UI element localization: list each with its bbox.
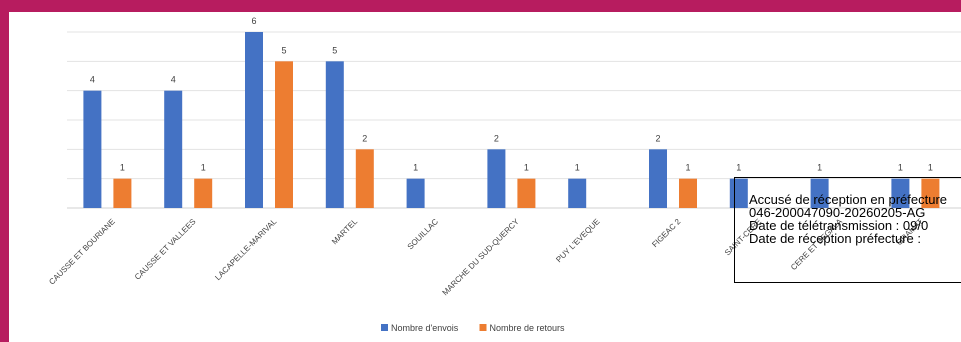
data-label: 1 — [898, 163, 903, 173]
chart-panel: 4 1 CAUSSE ET BOURIANE 4 1 CAUSSE ET VALLEES 6… — [9, 12, 961, 342]
bar — [164, 90, 183, 208]
legend-label: Nombre de retours — [490, 323, 566, 333]
reception-stamp: Accusé de réception en préfecture 046-20… — [734, 177, 961, 283]
stamp-line-1: Accusé de réception en préfecture — [749, 192, 948, 207]
data-label: 2 — [494, 133, 499, 143]
data-label: 1 — [736, 163, 741, 173]
legend-swatch — [479, 324, 487, 331]
bar — [83, 90, 102, 208]
stamp-line-3: Date de télétransmission : 09/0 — [749, 218, 929, 233]
bar — [679, 178, 697, 208]
data-label: 1 — [928, 163, 933, 173]
bar — [194, 178, 213, 208]
bar — [245, 32, 263, 208]
stamp-line-2: 046-200047090-20260205-AG — [749, 205, 926, 220]
data-label: 5 — [332, 45, 337, 55]
category-label: CAUSSE ET BOURIANE — [47, 217, 116, 286]
data-label: 5 — [281, 45, 286, 55]
data-label: 1 — [575, 163, 580, 173]
category-label: MARTEL — [330, 217, 360, 247]
data-label: 1 — [413, 163, 418, 173]
category-label: FIGEAC 2 — [650, 217, 683, 250]
category-label: SOUILLAC — [406, 217, 441, 252]
bar — [406, 178, 425, 208]
bar — [649, 149, 667, 208]
data-label: 1 — [524, 163, 529, 173]
data-label: 1 — [201, 163, 206, 173]
bar — [275, 61, 293, 209]
bar — [355, 149, 374, 208]
data-label: 4 — [90, 75, 95, 85]
bar — [487, 149, 506, 208]
stamp-line-4: Date de réception préfecture : — [749, 231, 921, 246]
bar — [325, 61, 344, 209]
bar-chart: 4 1 CAUSSE ET BOURIANE 4 1 CAUSSE ET VALLEES 6… — [47, 16, 961, 333]
category-label: CAUSSE ET VALLEES — [133, 217, 198, 282]
bar — [810, 178, 829, 208]
category-label: MARCHE DU SUD-QUERCY — [441, 217, 522, 298]
data-label: 1 — [685, 163, 690, 173]
category-label: LACAPELLE-MARIVAL — [213, 217, 278, 282]
data-label: 1 — [817, 163, 822, 173]
data-label: 4 — [171, 75, 176, 85]
bar — [517, 178, 536, 208]
bar — [921, 178, 940, 208]
data-label: 2 — [655, 133, 660, 143]
data-label: 1 — [120, 163, 125, 173]
category-label: PUY L'EVEQUE — [554, 217, 601, 264]
bar — [891, 178, 910, 208]
bar — [113, 178, 132, 208]
legend-label: Nombre d'envois — [391, 323, 459, 333]
data-label: 6 — [251, 16, 256, 26]
legend-swatch — [381, 324, 388, 331]
data-label: 2 — [362, 133, 367, 143]
bar — [568, 178, 587, 208]
